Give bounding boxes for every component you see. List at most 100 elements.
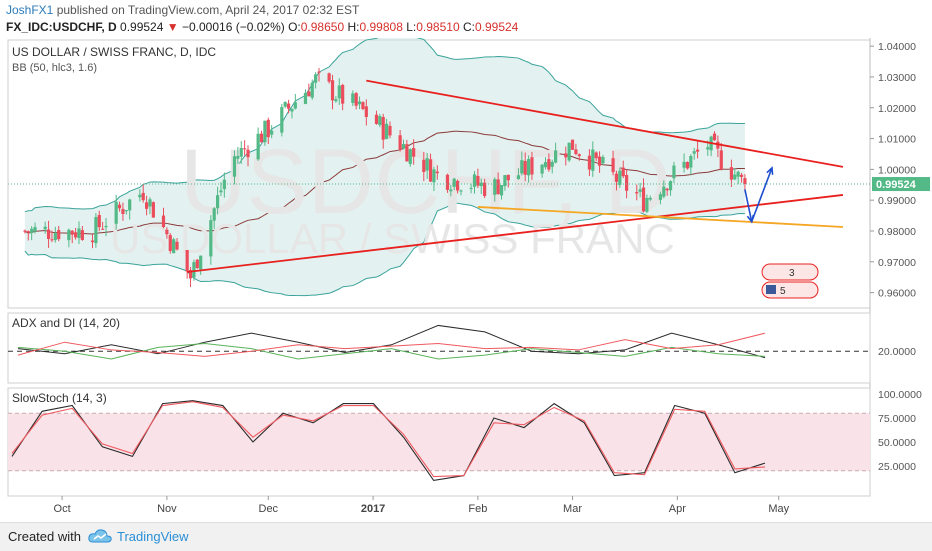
low-label: L: [406,20,417,34]
candle [658,191,663,205]
candle-body [90,240,95,243]
time-axis[interactable]: Oct Nov Dec 2017 Feb Mar Apr May [54,496,790,515]
candle-body [719,150,723,170]
candle-body [23,230,27,232]
candle [577,153,581,161]
candle-body [270,130,274,135]
candle-body [293,102,297,109]
candle-body [625,174,629,191]
candle-body [188,270,193,279]
event-badge-count: 5 [780,286,786,297]
candle [554,142,558,164]
candle [520,151,524,176]
candle [388,121,392,139]
candle-body [672,165,676,179]
candle-body [601,156,605,164]
candle-body [638,189,642,192]
candle [236,147,240,164]
candle [74,227,78,240]
candle [432,166,436,192]
candle [212,207,216,229]
candle [696,141,700,159]
candle [547,153,551,172]
candle [401,139,406,150]
candle-body [574,149,578,155]
tradingview-brand-link[interactable]: TradingView [117,529,189,544]
candle-body [696,149,700,152]
candle-body [280,107,284,133]
time-tick-label: Mar [563,503,582,515]
candle [303,89,308,105]
candle [195,258,199,269]
candle-body [195,259,199,269]
event-badge-row1 [761,263,819,281]
candle [476,168,480,189]
candle-body [43,226,47,230]
adx-tick-label: 20.0000 [878,346,916,358]
price-tick-label: 1.03000 [878,72,916,84]
candle [483,178,487,199]
candle [141,184,145,203]
time-tick-label: Nov [157,503,177,515]
candle [503,174,507,191]
down-triangle-icon: ▼ [166,20,179,34]
candle [46,220,51,248]
candle-body [449,189,453,192]
watermark-symbol: USDCHF, D [180,131,671,233]
candle-body [432,169,436,183]
candle-body [692,151,696,154]
candle-body [141,192,145,201]
candle-body [621,167,625,177]
candle-body [341,84,345,104]
candle-body [192,262,196,278]
candle [739,172,744,183]
candle [618,167,622,188]
candle-body [422,159,426,173]
candle [449,184,453,197]
price-tick-label: 0.97000 [878,257,916,269]
candle-body [577,154,581,157]
candle [493,177,497,202]
price-tick-label: 0.96000 [878,288,916,300]
candle-body [526,159,531,176]
candle [564,146,568,166]
candle [543,157,548,170]
candle-body [303,92,308,104]
candle [334,96,338,103]
candle [567,142,571,163]
candle [570,139,575,151]
candle [736,170,740,185]
candle-body [516,175,521,180]
low-value: 0.98510 [416,20,460,34]
candle-body [26,231,30,233]
chart-canvas[interactable]: USDCHF, DUS DOLLAR / SWISS FRANC 0.99524 1… [0,38,932,522]
candle-body [374,114,379,124]
candle-body [212,208,216,221]
candle-body [648,197,652,200]
candle [689,154,693,175]
candle-body [550,161,554,167]
candle-body [435,171,439,174]
candle-body [317,71,321,73]
candle-body [506,174,510,181]
candle-body [124,210,128,212]
candle [648,195,652,202]
time-tick-label: Apr [669,503,686,515]
candle [479,178,483,195]
stoch-pane[interactable]: SlowStoch (14, 3) 100.0000 75.0000 50.0000 2… [7,387,922,497]
candle-body [378,116,382,125]
candle-body [635,192,639,194]
candle-body [114,201,118,224]
price-tick-label: 0.99000 [878,195,916,207]
candle-body [425,158,429,171]
candle [614,170,619,191]
price-pane[interactable]: USDCHF, DUS DOLLAR / SWISS FRANC 0.99524 1… [7,38,930,496]
candle [168,232,172,254]
candle [121,202,125,221]
adx-pane[interactable]: ADX and DI (14, 20) 20.0000 [7,312,916,384]
candle-body [354,93,358,106]
support-line [477,206,844,228]
candle [385,118,389,140]
author-link[interactable]: JoshFX1 [6,3,54,17]
candle-body [67,229,71,241]
